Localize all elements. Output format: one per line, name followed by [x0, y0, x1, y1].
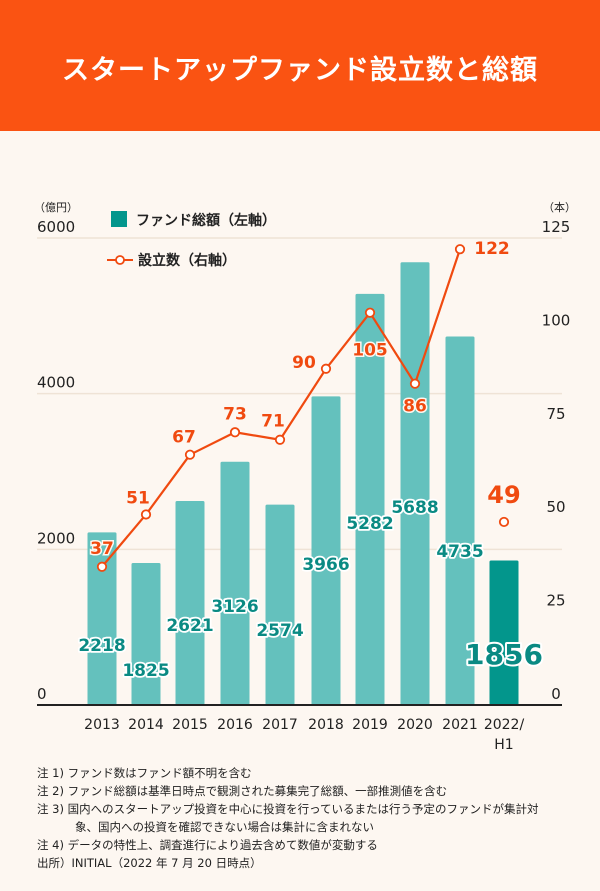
note-4: 注 4) データの特性上、調査進行により過去含めて数値が変動する	[37, 838, 378, 852]
line-value-label: 71	[261, 412, 285, 432]
left-axis-unit: （億円）	[34, 201, 78, 214]
line-point	[140, 509, 152, 520]
bar-value-label: 2574	[256, 621, 303, 641]
gridlines	[37, 237, 562, 551]
bar-value-label: 3126	[211, 597, 258, 617]
line-point	[498, 516, 510, 528]
right-tick-label: 25	[546, 592, 565, 610]
left-tick-label: 2000	[37, 529, 75, 547]
right-tick-label: 100	[542, 311, 571, 329]
bar-value-label: 1825	[122, 661, 169, 681]
x-tick-label: 2016	[217, 717, 253, 733]
legend: ファンド総額（左軸） 設立数（右軸）	[107, 211, 276, 269]
bar	[131, 562, 161, 705]
right-axis: （本） 0 25 50 75 100 125	[542, 200, 576, 703]
note-1: 注 1) ファンド数はファンド額不明を含む	[37, 766, 252, 780]
right-axis-unit: （本）	[543, 200, 576, 214]
bar-value-label: 5688	[391, 498, 438, 518]
left-tick-label: 4000	[37, 374, 75, 392]
right-tick-label: 75	[546, 405, 565, 423]
left-axis: （億円） 0 2000 4000 6000	[34, 201, 78, 703]
bar	[265, 504, 295, 705]
x-tick-label: 2014	[128, 717, 164, 733]
source: 出所）INITIAL（2022 年 7 月 20 日時点）	[37, 856, 262, 870]
x-tick-label: 2015	[172, 717, 208, 733]
line-point	[184, 449, 196, 460]
footnotes: 注 1) ファンド数はファンド額不明を含む 注 2) ファンド総額は基準日時点で…	[37, 764, 539, 872]
line-value-label: 37	[90, 539, 114, 559]
x-axis: 2013 2014 2015 2016 2017 2018 2019 2020 2021 2022…	[37, 704, 562, 753]
line-value-label: 51	[126, 488, 150, 508]
x-tick-label: 2020	[397, 717, 433, 733]
right-tick-label: 50	[546, 498, 565, 516]
x-tick-label: 2019	[352, 717, 388, 733]
bar-value-label: 3966	[302, 555, 349, 575]
bar	[311, 396, 341, 705]
note-3: 注 3) 国内へのスタートアップ投資を中心に投資を行っているまたは行う予定のファ…	[37, 802, 539, 816]
right-tick-label: 0	[551, 685, 561, 703]
bar-series	[87, 262, 519, 705]
line-value-label: 73	[223, 404, 247, 424]
bar-value-label: 4735	[436, 542, 483, 562]
line-value-label: 67	[172, 428, 196, 448]
bar	[489, 560, 519, 705]
legend-bar-swatch	[111, 211, 127, 227]
line-point	[320, 363, 332, 374]
line-value-label: 86	[403, 397, 427, 417]
x-tick-label: 2013	[84, 717, 120, 733]
line-point	[96, 561, 108, 572]
line-point	[364, 307, 376, 318]
line-value-labels: 37 51 67 73 71 90 105 86 122 49	[89, 238, 523, 561]
line-value-label: 105	[352, 341, 388, 361]
x-tick-label: 2022/	[484, 717, 525, 733]
bar	[220, 461, 250, 705]
bar	[400, 262, 430, 705]
bar-value-label: 5282	[346, 514, 393, 534]
right-tick-label: 125	[542, 218, 571, 236]
note-2: 注 2) ファンド総額は基準日時点で観測された募集完了総額、一部推測値を含む	[37, 784, 448, 798]
line-value-label: 49	[487, 481, 520, 509]
x-tick-label: H1	[494, 737, 513, 753]
x-tick-label: 2018	[308, 717, 344, 733]
bar	[87, 532, 117, 705]
line-value-label: 122	[474, 239, 510, 259]
bar-value-label: 1856	[465, 638, 543, 671]
note-3-continued: 象、国内への投資を確認できない場合は集計に含まれない	[75, 820, 374, 834]
x-tick-label: 2021	[442, 717, 478, 733]
bar	[355, 293, 385, 705]
legend-line-label: 設立数（右軸）	[138, 252, 236, 269]
left-tick-label: 0	[37, 685, 47, 703]
line-point	[274, 434, 286, 445]
x-tick-label: 2017	[262, 717, 298, 733]
bar-value-label: 2218	[78, 636, 125, 656]
chart-title: スタートアップファンド設立数と総額	[62, 55, 538, 86]
left-tick-label: 6000	[37, 218, 75, 236]
line-series	[96, 244, 510, 572]
line-point	[454, 244, 466, 255]
bar	[175, 500, 205, 705]
bar-value-label: 2621	[166, 616, 213, 636]
legend-bar-label: ファンド総額（左軸）	[136, 212, 276, 229]
combo-chart: （億円） 0 2000 4000 6000 （本） 0 25 50 75 100 125 221…	[34, 200, 576, 753]
line-point	[409, 378, 421, 389]
legend-line-marker-circle	[115, 255, 125, 265]
line-value-label: 90	[292, 353, 316, 373]
header-banner: スタートアップファンド設立数と総額	[0, 0, 600, 131]
bar	[445, 336, 475, 705]
line-point	[229, 427, 241, 438]
